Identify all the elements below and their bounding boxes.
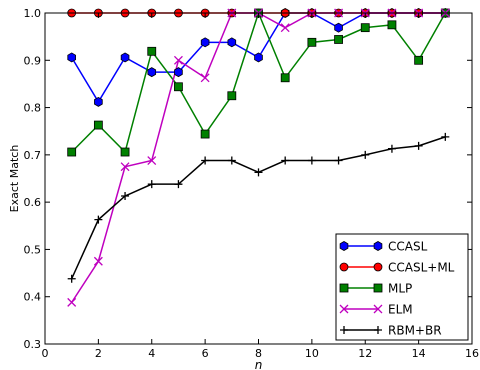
legend-marker xyxy=(339,262,349,272)
data-point-mlp xyxy=(387,20,397,30)
data-point-mlp xyxy=(360,23,370,33)
data-point-rbm-br xyxy=(121,191,130,200)
data-point-rbm-br xyxy=(387,144,396,153)
y-tick-label: 0.6 xyxy=(24,196,42,209)
x-axis-label: n xyxy=(255,358,263,370)
data-point-mlp xyxy=(67,147,77,157)
y-tick-label: 0.8 xyxy=(24,102,42,115)
data-point-mlp xyxy=(200,129,210,139)
data-point-elm xyxy=(173,55,183,65)
data-point-rbm-br xyxy=(307,156,316,165)
data-point-ccasl xyxy=(254,52,263,63)
legend-marker xyxy=(374,326,382,334)
data-point-rbm-br xyxy=(227,156,236,165)
legend-label: CCASL xyxy=(388,240,428,254)
legend-marker xyxy=(373,241,383,251)
y-tick-label: 0.9 xyxy=(24,54,42,67)
data-point-mlp xyxy=(147,46,157,56)
y-tick-label: 1.0 xyxy=(24,7,42,20)
data-point-rbm-br xyxy=(201,156,210,165)
data-point-ccasl xyxy=(200,37,210,48)
data-point-elm xyxy=(67,297,77,307)
data-point-ccasl xyxy=(334,22,343,33)
data-point-ccasl xyxy=(147,67,157,78)
data-point-rbm-br xyxy=(334,156,343,165)
data-point-mlp xyxy=(227,91,237,101)
legend-marker xyxy=(340,326,348,334)
data-point-rbm-br xyxy=(174,180,183,189)
legend-label: MLP xyxy=(388,282,412,296)
legend-marker xyxy=(339,283,349,293)
data-point-mlp xyxy=(414,55,424,65)
x-tick-label: 8 xyxy=(255,347,262,360)
data-point-ccasl xyxy=(94,96,103,107)
legend-label: CCASL+ML xyxy=(388,261,455,275)
data-point-rbm-br xyxy=(67,274,76,283)
tick-layer: 0 2 4 6 8 10 12 14 16 0.3 0.4 0.5 0.6 0.7 0.8 0.9 1.0 xyxy=(24,7,480,360)
legend-label: RBM+BR xyxy=(388,324,442,338)
legend-label: ELM xyxy=(388,303,413,317)
data-point-rbm-br xyxy=(441,132,450,141)
data-point-mlp xyxy=(174,82,183,92)
x-tick-label: 16 xyxy=(465,347,479,360)
data-point-ccasl xyxy=(67,52,76,63)
data-point-elm xyxy=(200,73,210,83)
legend-marker xyxy=(339,241,349,251)
y-tick-label: 0.3 xyxy=(24,338,42,351)
y-tick-label: 0.7 xyxy=(24,149,42,162)
data-point-mlp xyxy=(307,37,317,47)
data-point-elm xyxy=(280,23,290,33)
data-point-rbm-br xyxy=(281,156,290,165)
x-tick-label: 4 xyxy=(148,347,155,360)
legend-marker xyxy=(339,304,349,314)
x-tick-label: 2 xyxy=(95,347,102,360)
data-point-ccasl xyxy=(174,67,183,78)
y-axis-label: Exact Match xyxy=(8,145,21,213)
data-point-mlp xyxy=(280,73,290,83)
data-point-rbm-br xyxy=(414,141,423,150)
legend-marker xyxy=(373,304,383,314)
data-point-rbm-br xyxy=(361,150,370,159)
x-tick-label: 10 xyxy=(305,347,319,360)
legend-marker xyxy=(373,262,383,272)
legend-marker xyxy=(373,283,383,293)
y-tick-label: 0.5 xyxy=(24,243,42,256)
data-point-elm xyxy=(93,256,103,266)
data-point-ccasl xyxy=(120,52,130,63)
data-point-rbm-br xyxy=(147,180,156,189)
x-tick-label: 12 xyxy=(358,347,372,360)
x-tick-label: 14 xyxy=(412,347,426,360)
data-point-elm xyxy=(147,156,157,165)
x-tick-label: 6 xyxy=(202,347,209,360)
data-point-mlp xyxy=(120,147,130,157)
y-tick-label: 0.4 xyxy=(24,291,42,304)
data-point-elm xyxy=(120,162,130,172)
data-point-mlp xyxy=(93,120,103,130)
data-point-ccasl xyxy=(227,37,237,48)
legend-box xyxy=(335,233,469,341)
legend: CCASL CCASL+ML MLP ELM RBM+BR xyxy=(335,233,469,341)
data-point-rbm-br xyxy=(94,215,103,224)
data-point-rbm-br xyxy=(254,168,263,177)
data-point-mlp xyxy=(334,35,343,44)
x-tick-label: 0 xyxy=(42,347,49,360)
